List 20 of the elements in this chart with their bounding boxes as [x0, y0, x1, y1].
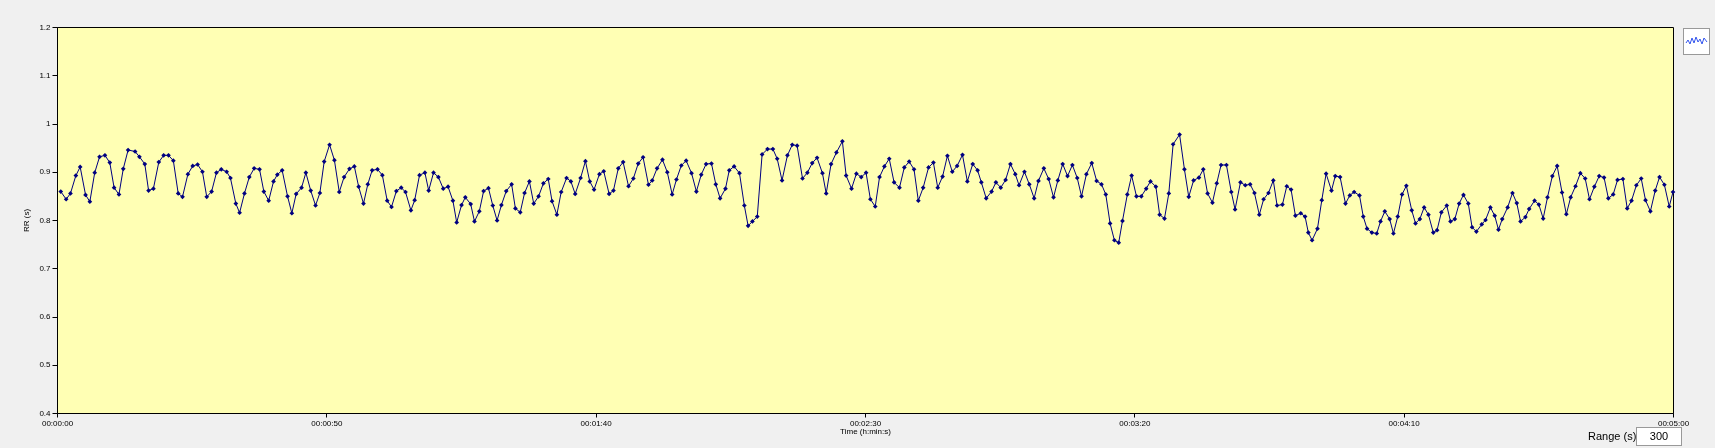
- text: 300: [1636, 427, 1682, 446]
- x-axis-title: Time (h:min:s): [840, 426, 892, 436]
- x-tick-label: 00:01:40: [580, 418, 613, 428]
- y-tick-label: 1.1: [39, 70, 52, 80]
- y-tick-label: 0.9: [39, 167, 52, 177]
- y-tick-label: 1: [46, 119, 52, 128]
- x-tick-label: 00:03:20: [1119, 418, 1151, 428]
- y-tick-label: 0.7: [39, 263, 52, 273]
- x-tick-label: 00:02:30: [849, 418, 882, 428]
- y-tick-label: 0.8: [39, 215, 52, 225]
- text: Range (s): [1588, 430, 1637, 442]
- y-tick-label: 0.6: [39, 312, 52, 321]
- x-tick-label: 00:00:00: [41, 418, 74, 428]
- x-tick-label: 00:04:10: [1388, 418, 1421, 428]
- y-tick-label: 1.2: [39, 22, 52, 32]
- y-axis-title: RR (s): [22, 208, 32, 233]
- y-tick-label: 0.4: [39, 408, 52, 418]
- x-tick-label: 00:00:50: [311, 418, 343, 428]
- x-tick-label: 00:05:00: [1657, 418, 1690, 428]
- y-tick-label: 0.5: [39, 360, 52, 370]
